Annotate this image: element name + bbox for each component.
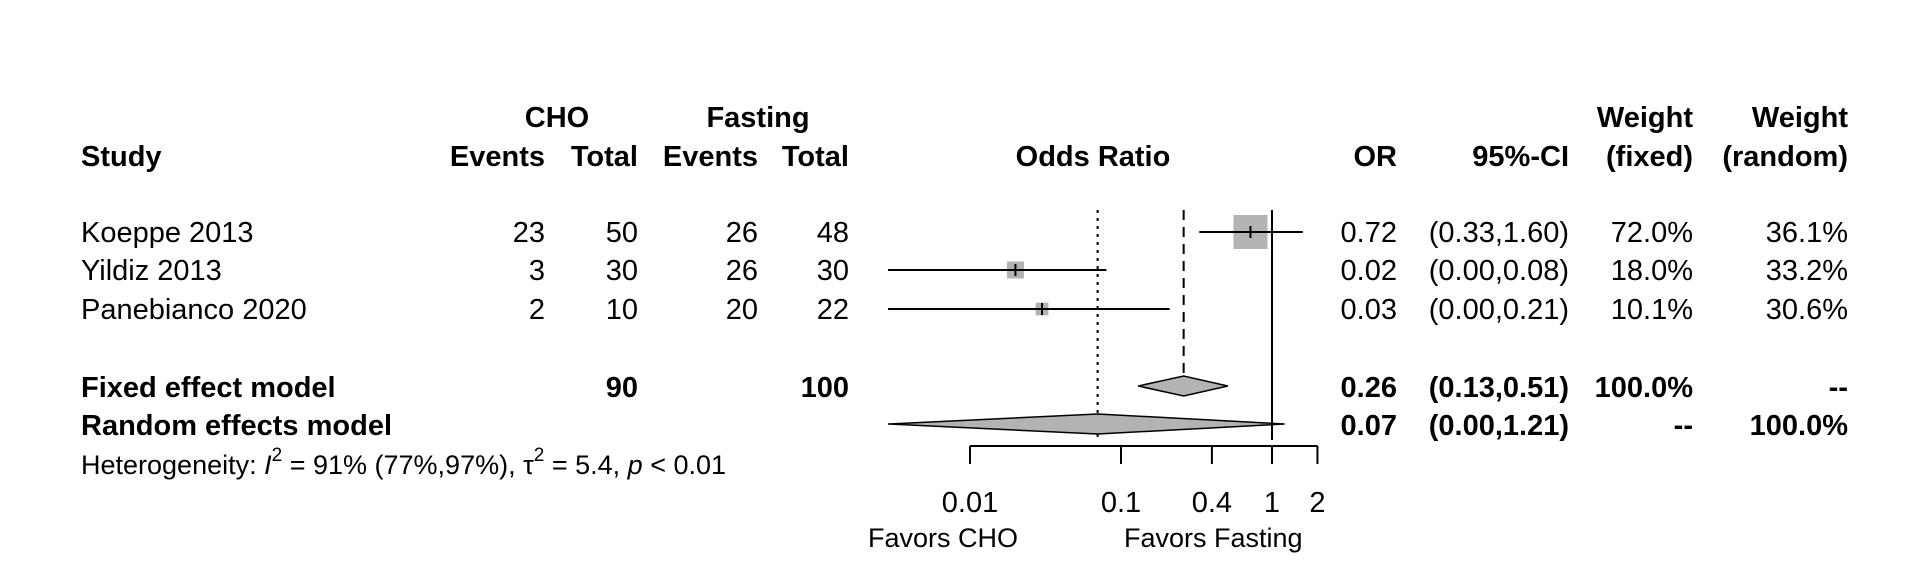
study-row: Yildiz 2013 3 30 26 30 0.02 (0.00,0.08) …: [81, 255, 1848, 287]
random-or-value: 0.07: [1341, 410, 1397, 442]
header-cho: CHO: [525, 102, 589, 134]
weight-fixed: 72.0%: [1611, 217, 1693, 249]
study-name: Koeppe 2013: [81, 217, 254, 249]
x-axis-tick-label: 0.4: [1192, 487, 1232, 519]
random-effects-diamond: [887, 413, 1285, 435]
p-symbol: p: [627, 450, 643, 480]
study-name: Yildiz 2013: [81, 255, 222, 287]
fixed-model-label: Fixed effect model: [81, 372, 336, 404]
fasting-total: 22: [817, 294, 849, 326]
ci-value: (0.33,1.60): [1429, 217, 1569, 249]
header-cho-events: Events: [450, 141, 545, 173]
cho-events: 2: [529, 294, 545, 326]
fixed-weight-fixed: 100.0%: [1595, 372, 1694, 404]
fasting-events: 26: [726, 255, 758, 287]
random-weight-fixed: --: [1674, 410, 1693, 442]
random-weight-random: 100.0%: [1750, 410, 1849, 442]
weight-fixed: 10.1%: [1611, 294, 1693, 326]
favors-fasting-label: Favors Fasting: [1124, 523, 1303, 553]
random-model-label: Random effects model: [81, 410, 392, 442]
header-fasting: Fasting: [706, 102, 809, 134]
fixed-weight-random: --: [1829, 372, 1848, 404]
fasting-events: 26: [726, 217, 758, 249]
cho-total: 10: [606, 294, 638, 326]
or-value: 0.72: [1341, 217, 1397, 249]
weight-fixed: 18.0%: [1611, 255, 1693, 287]
fixed-ci-value: (0.13,0.51): [1429, 372, 1569, 404]
heterogeneity-text: Heterogeneity: I2 = 91% (77%,97%), τ2 = …: [81, 445, 726, 480]
x-axis-tick-label: 0.1: [1101, 487, 1141, 519]
x-axis-tick-label: 2: [1309, 487, 1325, 519]
fixed-cho-total: 90: [606, 372, 638, 404]
study-row: Panebianco 2020 2 10 20 22 0.03 (0.00,0.…: [81, 294, 1848, 326]
header-odds-ratio: Odds Ratio: [1016, 141, 1171, 173]
weight-random: 36.1%: [1766, 217, 1848, 249]
header-or: OR: [1354, 141, 1398, 173]
plot-marks: 0.01 0.1 0.4 1 2: [887, 210, 1326, 519]
header-study: Study: [81, 141, 162, 173]
header-ci: 95%-CI: [1472, 141, 1569, 173]
tau-symbol: τ: [523, 450, 534, 480]
fixed-model-row: Fixed effect model 90 100 0.26 (0.13,0.5…: [81, 372, 1848, 404]
ci-value: (0.00,0.21): [1429, 294, 1569, 326]
header-fasting-total: Total: [782, 141, 849, 173]
x-axis-tick-label: 0.01: [942, 487, 998, 519]
weight-random: 33.2%: [1766, 255, 1848, 287]
random-model-row: Random effects model 0.07 (0.00,1.21) --…: [81, 410, 1848, 442]
header-weight-fixed: (fixed): [1606, 141, 1693, 173]
fixed-effect-diamond: [1138, 375, 1229, 397]
i2-text: = 91% (77%,97%),: [282, 450, 523, 480]
or-value: 0.03: [1341, 294, 1397, 326]
study-row: Koeppe 2013 23 50 26 48 0.72 (0.33,1.60)…: [81, 217, 1848, 249]
fixed-fasting-total: 100: [801, 372, 849, 404]
p-text: < 0.01: [643, 450, 726, 480]
fixed-or-value: 0.26: [1341, 372, 1397, 404]
i2-symbol: I: [264, 450, 272, 480]
tau-superscript: 2: [534, 445, 545, 466]
fasting-total: 30: [817, 255, 849, 287]
cho-total: 50: [606, 217, 638, 249]
tau-text: = 5.4,: [544, 450, 627, 480]
header-weight-fixed-top: Weight: [1597, 102, 1693, 134]
header-weight-random: (random): [1722, 141, 1848, 173]
x-axis-tick-label: 1: [1264, 487, 1280, 519]
random-ci-value: (0.00,1.21): [1429, 410, 1569, 442]
header-weight-random-top: Weight: [1752, 102, 1848, 134]
study-name: Panebianco 2020: [81, 294, 307, 326]
ci-value: (0.00,0.08): [1429, 255, 1569, 287]
header-cho-total: Total: [571, 141, 638, 173]
cho-total: 30: [606, 255, 638, 287]
heterogeneity-prefix: Heterogeneity:: [81, 450, 264, 480]
cho-events: 23: [513, 217, 545, 249]
weight-random: 30.6%: [1766, 294, 1848, 326]
header-fasting-events: Events: [663, 141, 758, 173]
or-value: 0.02: [1341, 255, 1397, 287]
cho-events: 3: [529, 255, 545, 287]
fasting-events: 20: [726, 294, 758, 326]
i2-superscript: 2: [272, 445, 283, 466]
fasting-total: 48: [817, 217, 849, 249]
favors-cho-label: Favors CHO: [868, 523, 1018, 553]
